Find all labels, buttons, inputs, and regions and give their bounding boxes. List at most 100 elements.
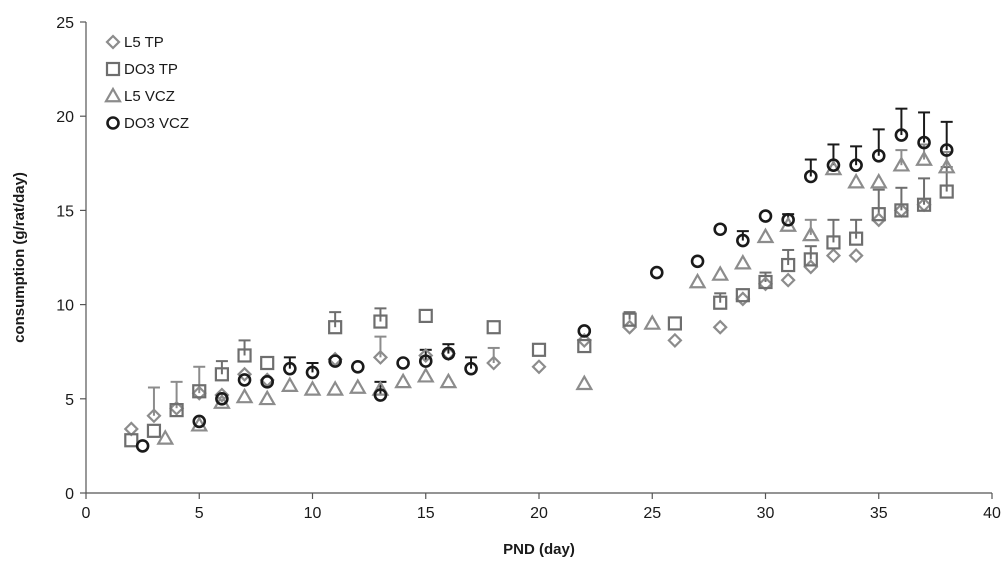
error-bars-group: [147, 107, 953, 416]
x-tick-label: 0: [82, 505, 91, 522]
x-tick-label: 40: [983, 505, 1001, 522]
x-axis-title: PND (day): [503, 541, 575, 558]
do3-vcz-point: [350, 359, 365, 374]
l5-vcz-point: [258, 389, 277, 406]
l5-vcz-point: [371, 380, 390, 396]
do3-vcz-point: [135, 439, 150, 453]
x-tick-label: 35: [870, 505, 888, 522]
l5-vcz-point: [915, 150, 933, 166]
x-tick-label: 20: [530, 505, 548, 522]
do3-vcz-point: [237, 373, 252, 387]
do3-vcz-point: [441, 346, 456, 361]
l5-tp-point: [848, 248, 864, 264]
x-tick-label: 30: [757, 505, 775, 522]
do3-tp-point: [803, 252, 818, 267]
x-tick-label: 5: [195, 505, 204, 522]
y-tick-label: 15: [56, 203, 74, 220]
do3-tp-point: [667, 316, 683, 331]
data-points-group: [123, 128, 956, 453]
do3-vcz-point: [939, 143, 954, 157]
do3-tp-point: [781, 257, 796, 273]
l5-vcz-point: [756, 227, 775, 244]
y-tick-label: 20: [56, 109, 74, 126]
do3-vcz-point: [849, 158, 863, 172]
do3-vcz-point: [464, 361, 478, 376]
y-tick-label: 0: [65, 486, 74, 503]
x-tick-label: 15: [417, 505, 435, 522]
l5-vcz-point: [326, 380, 345, 396]
l5-vcz-point: [575, 374, 594, 391]
do3-tp-point: [939, 184, 954, 199]
l5-vcz-point: [937, 157, 956, 174]
l5-tp-point: [757, 276, 774, 292]
do3-tp-point: [418, 308, 433, 324]
l5-tp-point: [146, 408, 162, 424]
l5-vcz-point: [892, 155, 911, 172]
do3-tp-point: [848, 231, 864, 246]
y-tick-label: 10: [56, 298, 74, 315]
l5-tp-point: [169, 400, 185, 416]
l5-tp-point: [372, 349, 389, 365]
do3-tp-point: [373, 314, 388, 329]
do3-vcz-point: [781, 213, 795, 227]
do3-tp-point: [169, 403, 184, 418]
l5-vcz-point: [394, 372, 412, 389]
do3-vcz-point: [690, 254, 705, 269]
x-tick-label: 10: [304, 505, 322, 522]
l5-tp-point: [418, 347, 434, 364]
l5-tp-point: [712, 319, 728, 335]
do3-tp-point: [192, 384, 207, 399]
do3-vcz-point: [305, 365, 320, 380]
do3-vcz-point: [758, 209, 773, 223]
do3-vcz-point: [826, 158, 841, 172]
do3-vcz-point: [215, 391, 229, 406]
do3-tp-point: [260, 355, 275, 371]
l5-tp-point: [622, 319, 638, 335]
l5-vcz-point: [733, 253, 752, 270]
do3-vcz-point: [736, 233, 750, 248]
l5-tp-point: [735, 291, 751, 307]
do3-vcz-point: [713, 222, 728, 237]
do3-tp-point: [916, 197, 932, 212]
do3-tp-point: [486, 320, 501, 335]
l5-vcz-point: [711, 265, 730, 281]
l5-vcz-point: [801, 225, 820, 242]
l5-tp-point: [667, 332, 683, 348]
y-tick-label: 25: [56, 15, 74, 32]
l5-tp-point: [531, 359, 547, 375]
l5-tp-point: [803, 259, 819, 275]
y-tick-label: 5: [65, 392, 74, 409]
do3-tp-point: [735, 288, 750, 303]
x-tick-label: 25: [643, 505, 661, 522]
do3-tp-point: [124, 433, 139, 448]
l5-vcz-point: [348, 378, 367, 394]
legend: L5 TP DO3 TP L5 VCZ DO3 VCZ: [104, 34, 189, 132]
do3-vcz-point: [917, 135, 931, 150]
l5-tp-point: [780, 272, 796, 288]
do3-tp-point: [214, 367, 229, 382]
do3-vcz-point: [328, 354, 342, 368]
l5-vcz-point: [280, 376, 299, 392]
l5-tp-point: [214, 387, 230, 403]
do3-vcz-point: [373, 388, 388, 402]
y-axis-title: consumption (g/rat/day): [11, 172, 28, 343]
axes-group: [85, 22, 992, 494]
legend-do3-tp-marker: [105, 61, 121, 77]
legend-do3-tp-label: DO3 TP: [124, 61, 178, 78]
do3-tp-point: [531, 342, 547, 357]
l5-tp-point: [486, 355, 502, 371]
do3-tp-point: [758, 274, 773, 290]
legend-l5-vcz-marker: [104, 86, 122, 103]
legend-l5-tp-marker: [105, 34, 121, 50]
l5-vcz-point: [869, 172, 888, 189]
legend-l5-vcz-label: L5 VCZ: [124, 88, 175, 105]
do3-vcz-point: [649, 265, 664, 280]
do3-vcz-point: [260, 375, 275, 389]
l5-vcz-point: [303, 380, 322, 396]
l5-tp-point: [191, 385, 207, 401]
do3-tp-point: [146, 423, 162, 438]
l5-vcz-point: [439, 372, 458, 389]
do3-vcz-point: [283, 361, 297, 376]
